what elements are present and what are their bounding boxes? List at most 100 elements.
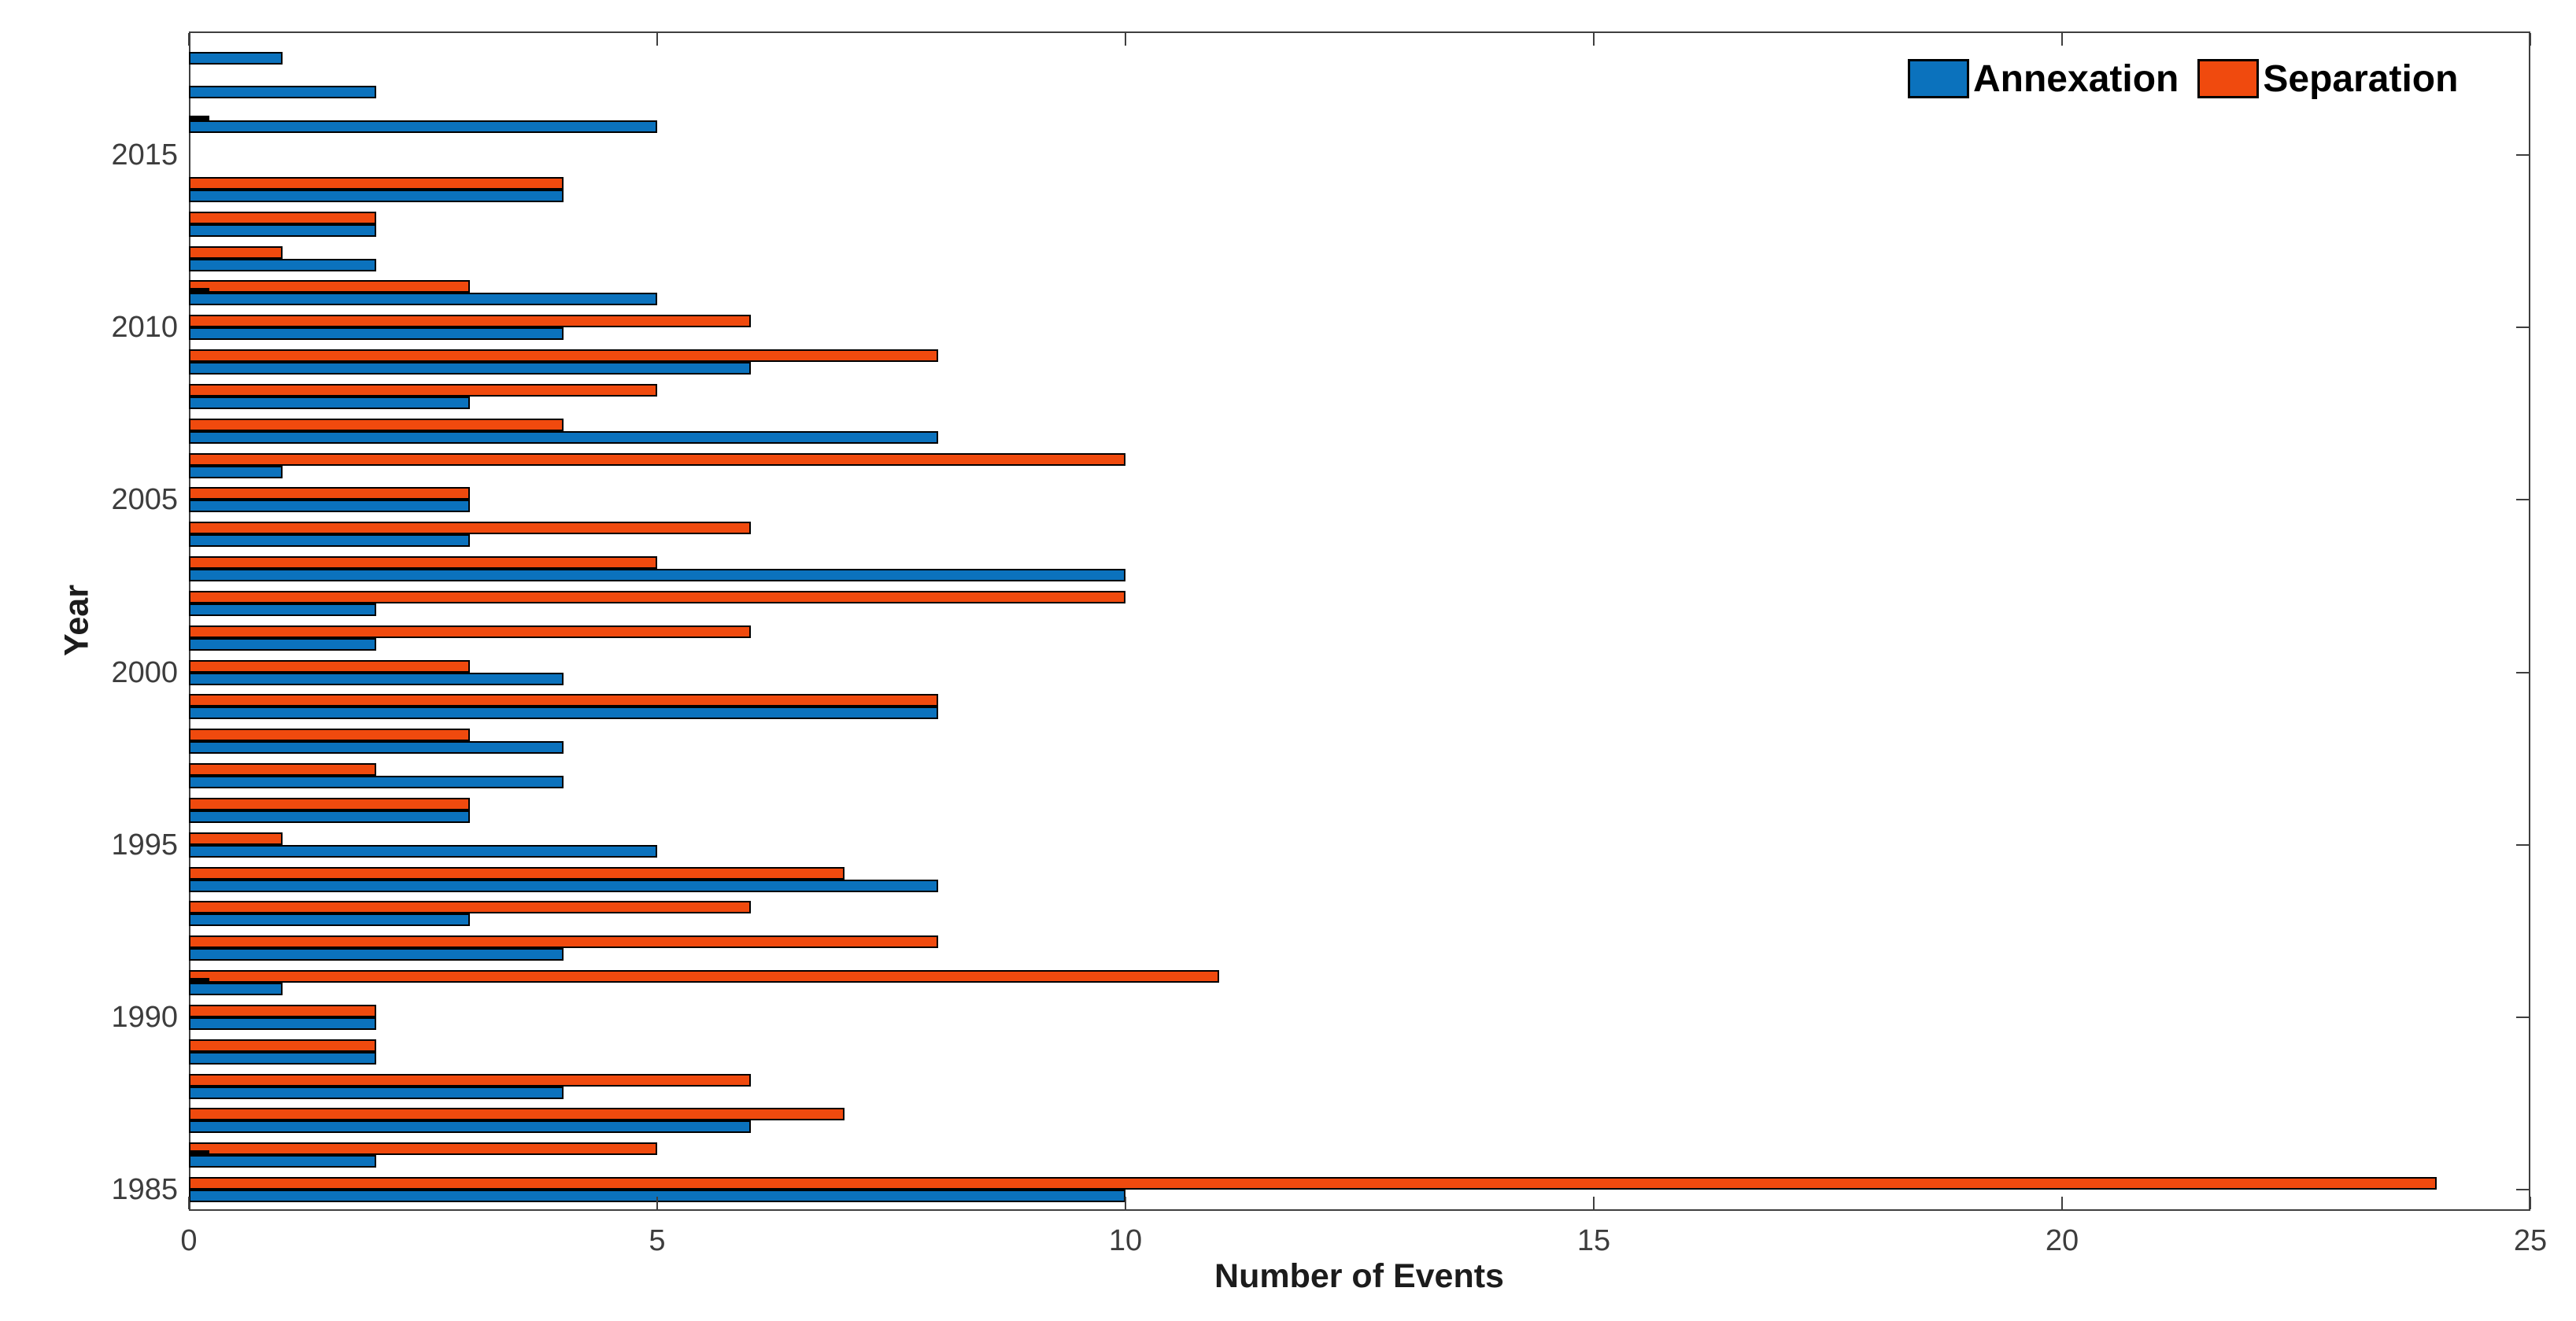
legend-swatch-separation	[2197, 59, 2260, 98]
bar-annexation-2010	[189, 327, 564, 341]
x-tick-label-15: 15	[1576, 1224, 1611, 1257]
x-tick-bottom-25	[2530, 1197, 2531, 1209]
bar-annexation-2000	[189, 672, 564, 685]
bar-annexation-1991	[189, 983, 283, 995]
bar-separation-2009	[189, 349, 938, 362]
bar-annexation-1988	[189, 1086, 564, 1099]
y-tick-right-2010	[2516, 327, 2529, 329]
bar-separation-1988	[189, 1073, 751, 1087]
bar-annexation-2017	[189, 86, 376, 99]
y-tick-right-1990	[2516, 1016, 2529, 1018]
bar-separation-1995	[189, 832, 283, 845]
legend-label-separation: Separation	[2263, 57, 2459, 100]
bar-annexation-1998	[189, 741, 564, 755]
bar-separation-2008	[189, 383, 657, 397]
bar-annexation-2006	[189, 465, 283, 478]
bar-separation-2001	[189, 625, 751, 638]
y-tick-right-2005	[2516, 499, 2529, 501]
y-tick-label-2000: 2000	[111, 655, 178, 689]
bar-annexation-2008	[189, 396, 470, 409]
x-tick-bottom-20	[2061, 1197, 2063, 1209]
x-tick-top-20	[2061, 33, 2063, 46]
bar-separation-1993	[189, 901, 751, 914]
bar-annexation-2002	[189, 603, 376, 616]
bar-separation-1991	[189, 970, 1219, 983]
bar-annexation-2018	[189, 51, 283, 65]
bar-annexation-1996	[189, 810, 470, 823]
bar-separation-2010	[189, 315, 751, 328]
x-tick-bottom-5	[656, 1197, 658, 1209]
x-tick-bottom-0	[188, 1197, 190, 1209]
bar-separation-2011	[189, 280, 470, 293]
bar-separation-1987	[189, 1108, 844, 1121]
y-tick-right-1995	[2516, 843, 2529, 846]
bar-separation-1996	[189, 797, 470, 810]
bar-separation-2012	[189, 245, 283, 259]
bar-annexation-2003	[189, 569, 1125, 581]
seam-mark-1986	[189, 1150, 210, 1157]
legend-swatch-annexation	[1908, 59, 1969, 98]
bar-separation-1990	[189, 1004, 376, 1017]
bar-separation-2000	[189, 659, 470, 673]
bar-separation-2005	[189, 487, 470, 500]
bar-annexation-1994	[189, 879, 938, 892]
bar-annexation-1990	[189, 1017, 376, 1030]
x-tick-top-5	[656, 33, 658, 46]
bar-annexation-2013	[189, 223, 376, 237]
y-tick-label-2015: 2015	[111, 138, 178, 172]
bar-separation-1997	[189, 763, 376, 776]
bar-annexation-1989	[189, 1051, 376, 1065]
x-tick-top-0	[188, 33, 190, 46]
x-tick-label-25: 25	[2513, 1224, 2548, 1257]
x-tick-top-10	[1125, 33, 1126, 46]
bar-annexation-1999	[189, 707, 938, 720]
legend: Annexation Separation	[1908, 57, 2458, 101]
bar-annexation-2014	[189, 189, 564, 202]
y-tick-label-1995: 1995	[111, 828, 178, 862]
bar-annexation-2001	[189, 637, 376, 651]
bar-annexation-2005	[189, 500, 470, 513]
bar-separation-1999	[189, 694, 938, 707]
bar-annexation-1993	[189, 913, 470, 927]
bar-separation-1989	[189, 1039, 376, 1052]
bar-annexation-1995	[189, 844, 657, 858]
bar-annexation-1986	[189, 1155, 376, 1168]
bar-separation-2006	[189, 452, 1125, 466]
bar-annexation-2016	[189, 120, 657, 134]
legend-label-annexation: Annexation	[1973, 57, 2179, 100]
x-tick-label-5: 5	[649, 1224, 666, 1257]
bar-annexation-2007	[189, 430, 938, 444]
bar-separation-2003	[189, 556, 657, 569]
bar-annexation-2004	[189, 534, 470, 548]
y-tick-right-2000	[2516, 671, 2529, 673]
seam-mark-1991	[189, 978, 210, 983]
y-tick-right-1985	[2516, 1189, 2529, 1190]
bar-separation-2013	[189, 211, 376, 224]
x-tick-bottom-15	[1593, 1197, 1595, 1209]
x-tick-top-25	[2530, 33, 2531, 46]
bar-annexation-1992	[189, 948, 564, 961]
bar-separation-2004	[189, 522, 751, 535]
seam-mark-2011	[189, 288, 210, 294]
bar-separation-2014	[189, 176, 564, 190]
x-tick-label-10: 10	[1108, 1224, 1143, 1257]
bar-annexation-1997	[189, 776, 564, 788]
y-tick-label-1990: 1990	[111, 1000, 178, 1034]
bar-annexation-2012	[189, 258, 376, 271]
x-tick-bottom-10	[1125, 1197, 1126, 1209]
bar-annexation-2009	[189, 362, 751, 375]
bar-annexation-1987	[189, 1120, 751, 1134]
bar-separation-1985	[189, 1177, 2437, 1190]
bar-separation-2002	[189, 590, 1125, 603]
y-tick-right-2015	[2516, 154, 2529, 156]
y-tick-label-2005: 2005	[111, 483, 178, 517]
plot-area	[189, 31, 2530, 1211]
x-tick-label-20: 20	[2045, 1224, 2079, 1257]
x-tick-label-0: 0	[180, 1224, 198, 1257]
y-tick-label-1985: 1985	[111, 1173, 178, 1206]
seam-mark-2016	[189, 116, 210, 122]
bar-annexation-2011	[189, 293, 657, 306]
bar-separation-1998	[189, 729, 470, 742]
x-axis-label: Number of Events	[1214, 1257, 1504, 1295]
